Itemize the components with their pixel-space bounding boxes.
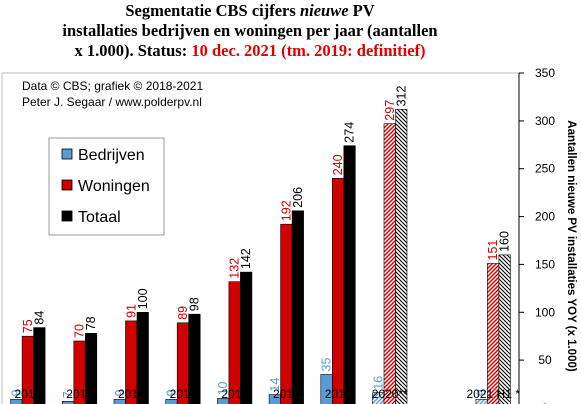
y-axis: 0 50 100 150 200 250 300 350 (518, 66, 555, 404)
legend-swatch-bedrijven (61, 148, 73, 160)
legend: Bedrijven Woningen Totaal (48, 137, 165, 236)
x-tick-label-2014: 2014 (66, 387, 93, 401)
value-label-woningen-2019: 240 (331, 154, 345, 175)
x-tick-label-2021 H1 *: 2021 H1 * (467, 387, 521, 401)
legend-label-totaal: Totaal (78, 209, 121, 226)
value-label-bedrijven-2019: 35 (320, 358, 334, 372)
value-label-bedrijven-2021 H1 *: 9 (475, 389, 489, 396)
value-label-woningen-2013: 75 (21, 319, 35, 333)
value-label-bedrijven-2016: 9 (165, 389, 179, 396)
chart-title: Segmentatie CBS cijfers nieuwe PV instal… (0, 1, 500, 61)
value-label-totaal-2014: 78 (84, 316, 98, 330)
legend-label-woningen: Woningen (78, 178, 150, 195)
value-label-woningen-2017: 132 (228, 258, 242, 279)
value-label-bedrijven-2014: 7 (61, 391, 75, 398)
bar-woningen-2021 H1 * (487, 263, 500, 404)
y-tick-label-300: 300 (535, 114, 555, 128)
value-label-bedrijven-2020**: 16 (371, 376, 385, 390)
bar-bedrijven-2014 (61, 400, 75, 404)
legend-swatch-woningen (61, 179, 73, 191)
x-axis: 2013 2014 2015 2016 2017 2018 2019 2020** 2021 H… (15, 387, 521, 401)
bar-totaal-2018 (291, 210, 304, 404)
y-tick-label-200: 200 (535, 210, 555, 224)
credit-line-1: Data © CBS; grafiek © 2018-2021 (22, 79, 203, 93)
title-status-date: 10 dec. 2021 (tm. 2019: definitief) (191, 41, 426, 60)
y-tick-label-250: 250 (535, 162, 555, 176)
x-tick-label-2016: 2016 (170, 387, 197, 401)
plot-area (1, 72, 519, 404)
bar-totaal-2020** (395, 109, 408, 404)
title-line-3a: x 1.000). Status: (74, 41, 192, 60)
y-tick-label-150: 150 (535, 257, 555, 271)
value-label-totaal-2019: 274 (343, 122, 357, 143)
bar-totaal-2019 (343, 145, 356, 404)
x-tick-label-2019: 2019 (325, 387, 352, 401)
legend-swatch-totaal (61, 210, 73, 222)
value-label-totaal-2015: 100 (136, 288, 150, 309)
value-label-woningen-2018: 192 (279, 200, 293, 221)
value-label-totaal-2021 H1 *: 160 (498, 231, 512, 252)
bar-totaal-2016 (188, 313, 201, 404)
title-line-1: Segmentatie CBS cijfers nieuwe PV (0, 1, 500, 21)
title-line-3: x 1.000). Status: 10 dec. 2021 (tm. 2019… (0, 41, 500, 61)
title-line-1c: PV (348, 1, 375, 20)
bar-totaal-2013 (33, 327, 46, 404)
x-tick-label-2020**: 2020** (372, 387, 408, 401)
title-line-2: installaties bedrijven en woningen per j… (62, 21, 438, 40)
value-label-bedrijven-2013: 9 (9, 389, 23, 396)
value-label-totaal-2016: 98 (188, 297, 202, 311)
value-label-totaal-2017: 142 (239, 248, 253, 269)
bar-totaal-2015 (136, 311, 149, 404)
value-label-bedrijven-2015: 9 (113, 389, 127, 396)
bar-woningen-2017 (228, 281, 241, 404)
value-label-woningen-2021 H1 *: 151 (486, 240, 500, 261)
bar-woningen-2018 (280, 223, 293, 404)
value-label-bedrijven-2017: 10 (216, 381, 230, 395)
value-label-woningen-2015: 91 (124, 304, 138, 318)
bar-woningen-2020** (383, 123, 396, 404)
y-tick-label-100: 100 (535, 305, 555, 319)
legend-label-bedrijven: Bedrijven (78, 147, 145, 164)
value-label-totaal-2018: 206 (291, 187, 305, 208)
bars (10, 109, 511, 404)
x-tick-label-2017: 2017 (221, 387, 248, 401)
bar-woningen-2019 (331, 178, 345, 404)
bar-totaal-2021 H1 * (498, 254, 511, 404)
x-tick-label-2013: 2013 (15, 387, 42, 401)
y-axis-label: Aantallen nieuwe PV installaties YOY (x … (565, 120, 577, 372)
value-label-totaal-2013: 84 (32, 311, 46, 325)
bar-totaal-2014 (85, 332, 98, 404)
value-label-totaal-2020**: 312 (394, 85, 408, 106)
y-tick-label-0: 0 (542, 401, 549, 404)
value-label-bedrijven-2018: 14 (268, 378, 282, 392)
credit-line-2: Peter J. Segaar / www.polderpv.nl (22, 95, 202, 109)
title-line-1a: Segmentatie CBS cijfers (125, 1, 300, 20)
title-line-1-italic: nieuwe (299, 1, 349, 20)
value-label-woningen-2020**: 297 (383, 100, 397, 121)
x-tick-label-2015: 2015 (118, 387, 145, 401)
y-tick-label-350: 350 (535, 66, 555, 80)
value-label-woningen-2016: 89 (176, 306, 190, 320)
x-tick-label-2018: 2018 (273, 387, 300, 401)
bar-totaal-2017 (240, 271, 253, 404)
value-label-woningen-2014: 70 (73, 324, 87, 338)
y-tick-label-50: 50 (538, 353, 552, 367)
